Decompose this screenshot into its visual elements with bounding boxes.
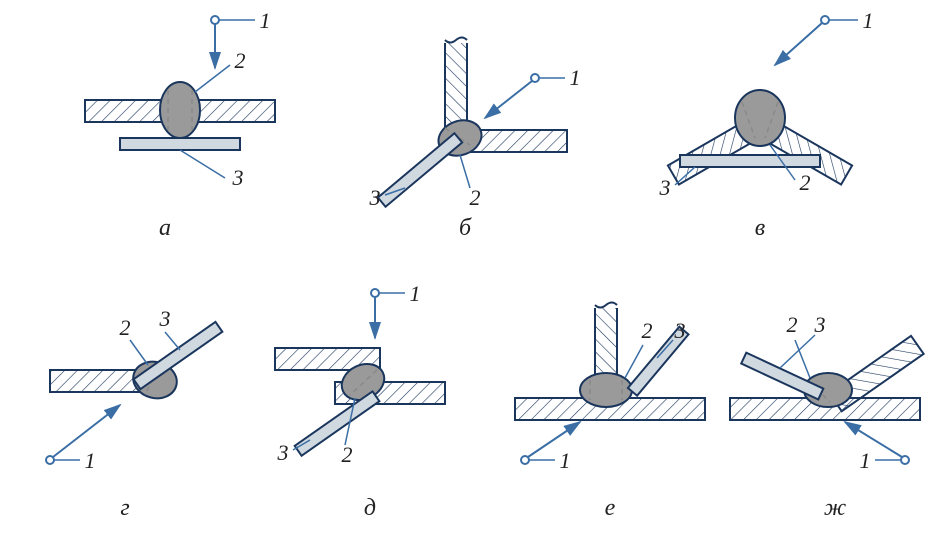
panel-label: д [364, 495, 376, 521]
plate-vertical [445, 40, 467, 130]
panel-label: г [120, 495, 129, 521]
label-3: 3 [232, 165, 244, 190]
label-1: 1 [560, 448, 571, 473]
mirror [134, 322, 223, 389]
panel-b: 1 3 2 б [369, 38, 581, 242]
electrode-arrow [775, 23, 822, 65]
label-1: 1 [410, 281, 421, 306]
weld-bead [580, 373, 632, 407]
panel-g: 2 3 1 г [46, 306, 222, 521]
panel-label: б [459, 215, 472, 241]
plate-left [85, 100, 165, 122]
label-2: 2 [120, 315, 131, 340]
label-1: 1 [570, 65, 581, 90]
plate-right [195, 100, 275, 122]
label-2: 2 [342, 442, 353, 467]
label-1: 1 [260, 8, 271, 33]
mirror [120, 138, 240, 150]
electrode-arrow [528, 422, 580, 457]
mirror [680, 155, 820, 167]
electrode-origin-icon [901, 456, 909, 464]
electrode-origin-icon [371, 289, 379, 297]
label-2: 2 [787, 312, 798, 337]
panel-label: ж [824, 495, 846, 521]
weld-bead [160, 82, 200, 138]
label-2: 2 [235, 48, 246, 73]
label-3: 3 [659, 175, 671, 200]
mirror [378, 133, 462, 206]
electrode-arrow [485, 81, 532, 118]
label-3: 3 [369, 185, 381, 210]
panel-label: а [159, 215, 171, 241]
electrode-origin-icon [531, 74, 539, 82]
label-2: 2 [642, 318, 653, 343]
panel-zh: 2 3 1 ж [730, 312, 924, 521]
diagram-canvas: 1 2 3 а 1 [0, 0, 933, 535]
panel-d: 1 3 2 д [275, 281, 445, 521]
weld-bead [735, 90, 785, 146]
electrode-origin-icon [821, 16, 829, 24]
panel-v: 1 3 2 в [659, 8, 874, 241]
label-1: 1 [863, 8, 874, 33]
panel-a: 1 2 3 а [85, 8, 275, 241]
panel-e: 2 3 1 е [515, 303, 705, 522]
label-1: 1 [860, 448, 871, 473]
label-3: 3 [277, 440, 289, 465]
panel-label: в [755, 215, 765, 241]
label-2: 2 [470, 185, 481, 210]
mirror [741, 353, 823, 400]
electrode-arrow [845, 422, 902, 457]
electrode-origin-icon [521, 456, 529, 464]
label-2: 2 [800, 170, 811, 195]
panel-label: е [605, 495, 616, 521]
electrode-origin-icon [46, 456, 54, 464]
label-3: 3 [159, 306, 171, 331]
label-3: 3 [674, 318, 686, 343]
label-1: 1 [85, 448, 96, 473]
label-3: 3 [814, 312, 826, 337]
electrode-origin-icon [211, 16, 219, 24]
